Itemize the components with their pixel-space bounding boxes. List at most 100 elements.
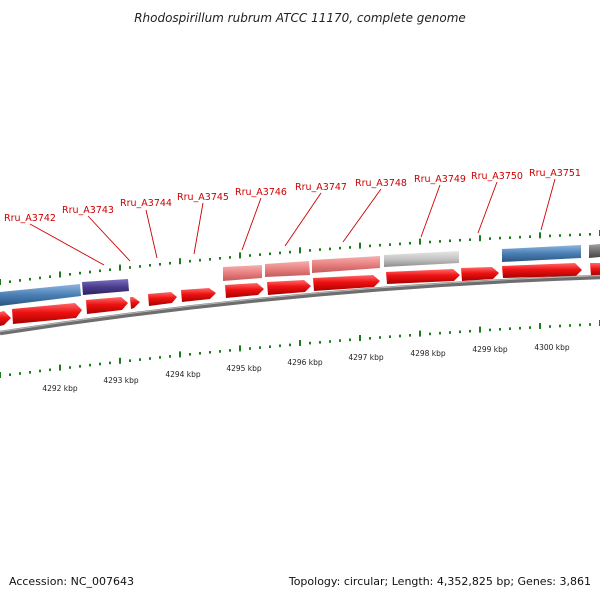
minor-tick <box>469 329 471 333</box>
minor-tick <box>39 369 41 373</box>
minor-tick <box>39 276 41 280</box>
feature-box <box>265 261 310 277</box>
minor-tick <box>589 323 591 326</box>
minor-tick <box>229 349 231 352</box>
minor-tick <box>109 268 111 271</box>
position-label: 4296 kbp <box>287 358 323 367</box>
feature-box <box>312 256 380 273</box>
feature-box <box>384 251 459 267</box>
major-tick <box>539 323 541 329</box>
minor-tick <box>79 271 81 275</box>
callout-line <box>241 197 262 251</box>
gene-label[interactable]: Rru_A3746 <box>235 187 287 198</box>
position-labels: 4292 kbp 4293 kbp 4294 kbp 4295 kbp 4296… <box>42 343 570 393</box>
major-tick <box>119 357 121 364</box>
cds-arrow <box>130 297 140 309</box>
minor-tick <box>519 326 521 330</box>
minor-tick <box>569 233 571 237</box>
minor-tick <box>169 261 171 265</box>
minor-tick <box>9 373 11 376</box>
minor-tick <box>559 324 561 328</box>
major-tick <box>419 330 421 337</box>
minor-tick <box>369 337 371 340</box>
callout-line <box>87 215 131 262</box>
minor-tick <box>189 259 191 263</box>
gene-label[interactable]: Rru_A3743 <box>62 205 114 216</box>
gene-label[interactable]: Rru_A3744 <box>120 198 172 209</box>
minor-tick <box>169 355 171 358</box>
position-label: 4293 kbp <box>103 376 139 385</box>
minor-tick <box>139 358 141 361</box>
minor-tick <box>449 331 451 334</box>
gene-labels: Rru_A3742 Rru_A3743 Rru_A3744 Rru_A3745 … <box>4 168 581 224</box>
gene-label[interactable]: Rru_A3747 <box>295 182 347 193</box>
minor-tick <box>199 352 201 355</box>
minor-tick <box>589 233 591 236</box>
minor-tick <box>279 344 281 348</box>
position-label: 4299 kbp <box>472 345 508 354</box>
major-tick <box>299 247 301 254</box>
minor-tick <box>429 332 431 336</box>
minor-tick <box>199 258 201 262</box>
minor-tick <box>219 257 221 260</box>
minor-tick <box>489 237 491 240</box>
minor-tick <box>509 327 511 330</box>
minor-tick <box>129 359 131 362</box>
minor-tick <box>489 328 491 332</box>
minor-tick <box>449 239 451 243</box>
minor-tick <box>329 340 331 343</box>
minor-tick <box>429 240 431 244</box>
gene-label[interactable]: Rru_A3750 <box>471 171 523 182</box>
minor-tick <box>439 331 441 335</box>
major-tick <box>299 340 301 346</box>
gene-label[interactable]: Rru_A3748 <box>355 178 407 189</box>
gene-label[interactable]: Rru_A3745 <box>177 192 229 203</box>
minor-tick <box>19 372 21 375</box>
callout-line <box>342 188 382 243</box>
minor-tick <box>139 265 141 268</box>
major-tick <box>0 279 1 285</box>
minor-tick <box>319 248 321 251</box>
major-tick <box>359 335 361 341</box>
gene-label[interactable]: Rru_A3742 <box>4 213 56 224</box>
minor-tick <box>439 240 441 243</box>
minor-tick <box>389 243 391 246</box>
minor-tick <box>339 339 341 342</box>
genome-stats-text: Topology: circular; Length: 4,352,825 bp… <box>288 575 591 588</box>
inner-tick-marks <box>0 320 600 378</box>
minor-tick <box>89 363 91 367</box>
map-title: Rhodospirillum rubrum ATCC 11170, comple… <box>134 11 466 25</box>
callout-line <box>420 184 441 238</box>
position-label: 4292 kbp <box>42 384 78 393</box>
major-tick <box>479 235 481 242</box>
major-tick <box>359 242 361 249</box>
minor-tick <box>529 235 531 238</box>
gene-label[interactable]: Rru_A3749 <box>414 174 466 185</box>
minor-tick <box>459 330 461 334</box>
minor-tick <box>69 366 71 369</box>
minor-tick <box>499 328 501 331</box>
minor-tick <box>29 277 31 281</box>
feature-box <box>0 284 81 306</box>
cds-arrow <box>590 263 600 276</box>
minor-tick <box>529 326 531 329</box>
gene-label[interactable]: Rru_A3751 <box>529 168 581 179</box>
position-label: 4297 kbp <box>348 353 384 362</box>
minor-tick <box>559 234 561 237</box>
minor-tick <box>19 279 21 282</box>
feature-box <box>82 279 129 295</box>
minor-tick <box>459 238 461 242</box>
minor-tick <box>149 264 151 267</box>
minor-tick <box>349 338 351 342</box>
minor-tick <box>249 347 251 350</box>
minor-tick <box>149 357 151 360</box>
minor-tick <box>129 266 131 269</box>
minor-tick <box>269 345 271 348</box>
minor-tick <box>379 336 381 339</box>
callout-line <box>284 192 322 247</box>
cds-arrow <box>148 292 177 306</box>
major-tick <box>59 364 61 371</box>
minor-tick <box>399 242 401 246</box>
minor-tick <box>109 361 111 365</box>
minor-tick <box>409 334 411 337</box>
